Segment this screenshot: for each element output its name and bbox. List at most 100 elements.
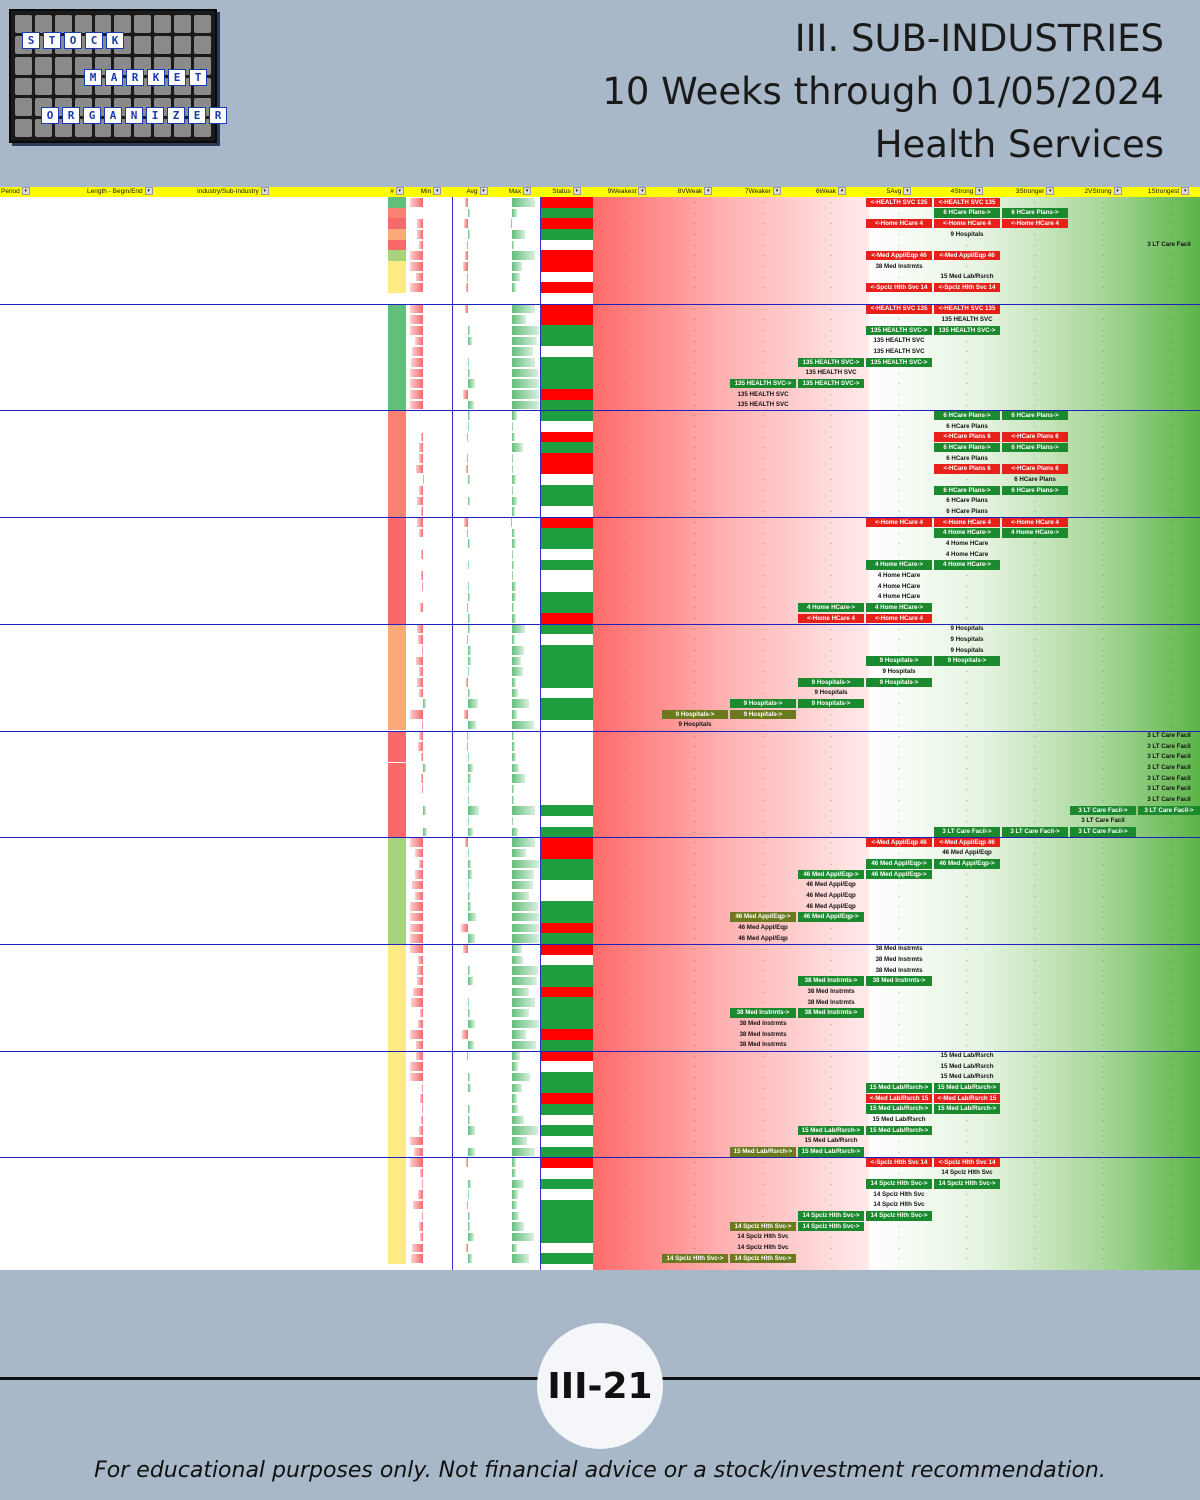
tier-label[interactable]: <-Home HCare 4 (934, 517, 1000, 528)
count-cell[interactable] (388, 229, 406, 240)
length-cell[interactable] (87, 1157, 195, 1168)
industry-cell[interactable] (197, 933, 387, 944)
status-cell[interactable] (540, 1189, 593, 1200)
status-cell[interactable] (540, 1231, 593, 1243)
period-cell[interactable] (1, 485, 85, 496)
min-cell[interactable] (410, 1253, 452, 1264)
tier-label[interactable]: 15 Med Lab/Rsrch (940, 1052, 994, 1060)
tier-label[interactable]: 4 Home HCare-> (866, 602, 932, 613)
length-cell[interactable] (87, 720, 195, 731)
length-cell[interactable] (87, 1083, 195, 1094)
avg-cell[interactable] (454, 261, 500, 272)
length-cell[interactable] (87, 1221, 195, 1232)
avg-cell[interactable] (454, 1232, 500, 1243)
avg-cell[interactable] (454, 731, 500, 742)
avg-cell[interactable] (454, 1072, 500, 1083)
status-cell[interactable] (540, 378, 593, 390)
industry-cell[interactable] (197, 357, 387, 368)
tier-label[interactable]: 38 Med Instrmts (739, 1041, 787, 1049)
length-cell[interactable] (87, 496, 195, 507)
industry-cell[interactable] (197, 901, 387, 912)
min-cell[interactable] (410, 752, 452, 763)
avg-cell[interactable] (454, 1211, 500, 1222)
length-cell[interactable] (87, 752, 195, 763)
max-cell[interactable] (500, 720, 540, 731)
industry-cell[interactable] (197, 891, 387, 902)
max-cell[interactable] (500, 570, 540, 581)
max-cell[interactable] (500, 229, 540, 240)
tier-label[interactable]: 46 Med Appl/Eqp (738, 924, 788, 932)
header-6weak[interactable]: 6Weak ▾ (797, 187, 865, 197)
avg-cell[interactable] (454, 464, 500, 475)
count-cell[interactable] (388, 1189, 406, 1200)
status-cell[interactable] (540, 922, 593, 934)
count-cell[interactable] (388, 869, 406, 880)
tier-label[interactable]: 6 HCare Plans-> (1002, 410, 1068, 421)
length-cell[interactable] (87, 891, 195, 902)
max-cell[interactable] (500, 1147, 540, 1158)
min-cell[interactable] (410, 389, 452, 400)
avg-cell[interactable] (454, 389, 500, 400)
length-cell[interactable] (87, 698, 195, 709)
min-cell[interactable] (410, 336, 452, 347)
period-cell[interactable] (1, 261, 85, 272)
status-cell[interactable] (540, 389, 593, 400)
tier-label[interactable]: 6 HCare Plans-> (1002, 208, 1068, 218)
count-cell[interactable] (388, 837, 406, 848)
status-cell[interactable] (540, 773, 593, 784)
tier-label[interactable]: 15 Med Lab/Rsrch (940, 1062, 994, 1070)
period-cell[interactable] (1, 677, 85, 688)
industry-cell[interactable] (197, 325, 387, 336)
count-cell[interactable] (388, 687, 406, 699)
count-cell[interactable] (388, 698, 406, 710)
industry-cell[interactable] (197, 410, 387, 421)
count-cell[interactable] (388, 421, 406, 432)
tier-label[interactable]: 38 Med Instrmts-> (798, 976, 864, 986)
length-cell[interactable] (87, 453, 195, 464)
avg-cell[interactable] (454, 912, 500, 923)
tier-label[interactable]: 9 Hospitals (950, 230, 984, 238)
avg-cell[interactable] (454, 378, 500, 389)
max-cell[interactable] (500, 1029, 540, 1040)
min-cell[interactable] (410, 1019, 452, 1030)
tier-label[interactable]: 135 HEALTH SVC (941, 315, 993, 323)
period-cell[interactable] (1, 1115, 85, 1126)
status-cell[interactable] (540, 1210, 593, 1222)
count-cell[interactable] (388, 975, 406, 987)
count-cell[interactable] (388, 271, 406, 283)
filter-dropdown-icon[interactable]: ▾ (433, 187, 442, 196)
max-cell[interactable] (500, 869, 540, 880)
industry-cell[interactable] (197, 731, 387, 742)
avg-cell[interactable] (454, 613, 500, 624)
min-cell[interactable] (410, 773, 452, 784)
period-cell[interactable] (1, 1243, 85, 1254)
min-cell[interactable] (410, 1200, 452, 1211)
max-cell[interactable] (500, 901, 540, 912)
industry-cell[interactable] (197, 720, 387, 731)
min-cell[interactable] (410, 592, 452, 603)
period-cell[interactable] (1, 1147, 85, 1158)
avg-cell[interactable] (454, 240, 500, 251)
industry-cell[interactable] (197, 549, 387, 560)
tier-label[interactable]: 46 Med Appl/Eqp-> (798, 869, 864, 880)
count-cell[interactable] (388, 335, 406, 347)
avg-cell[interactable] (454, 1189, 500, 1200)
period-cell[interactable] (1, 976, 85, 987)
tier-label[interactable]: 14 Spclz Hlth Svc (737, 1233, 789, 1241)
avg-cell[interactable] (454, 752, 500, 763)
length-cell[interactable] (87, 1200, 195, 1211)
min-cell[interactable] (410, 1232, 452, 1243)
count-cell[interactable] (388, 655, 406, 667)
length-cell[interactable] (87, 378, 195, 389)
tier-label[interactable]: 46 Med Appl/Eqp (738, 934, 788, 942)
count-cell[interactable] (388, 1071, 406, 1083)
status-cell[interactable] (540, 197, 593, 208)
length-cell[interactable] (87, 602, 195, 613)
count-cell[interactable] (388, 485, 406, 496)
period-cell[interactable] (1, 837, 85, 848)
period-cell[interactable] (1, 1104, 85, 1115)
header-length-begin-end[interactable]: Length - Begin/End ▾ (87, 187, 195, 197)
tier-label[interactable]: 38 Med Instrmts-> (798, 1008, 864, 1018)
industry-cell[interactable] (197, 517, 387, 528)
period-cell[interactable] (1, 1051, 85, 1062)
